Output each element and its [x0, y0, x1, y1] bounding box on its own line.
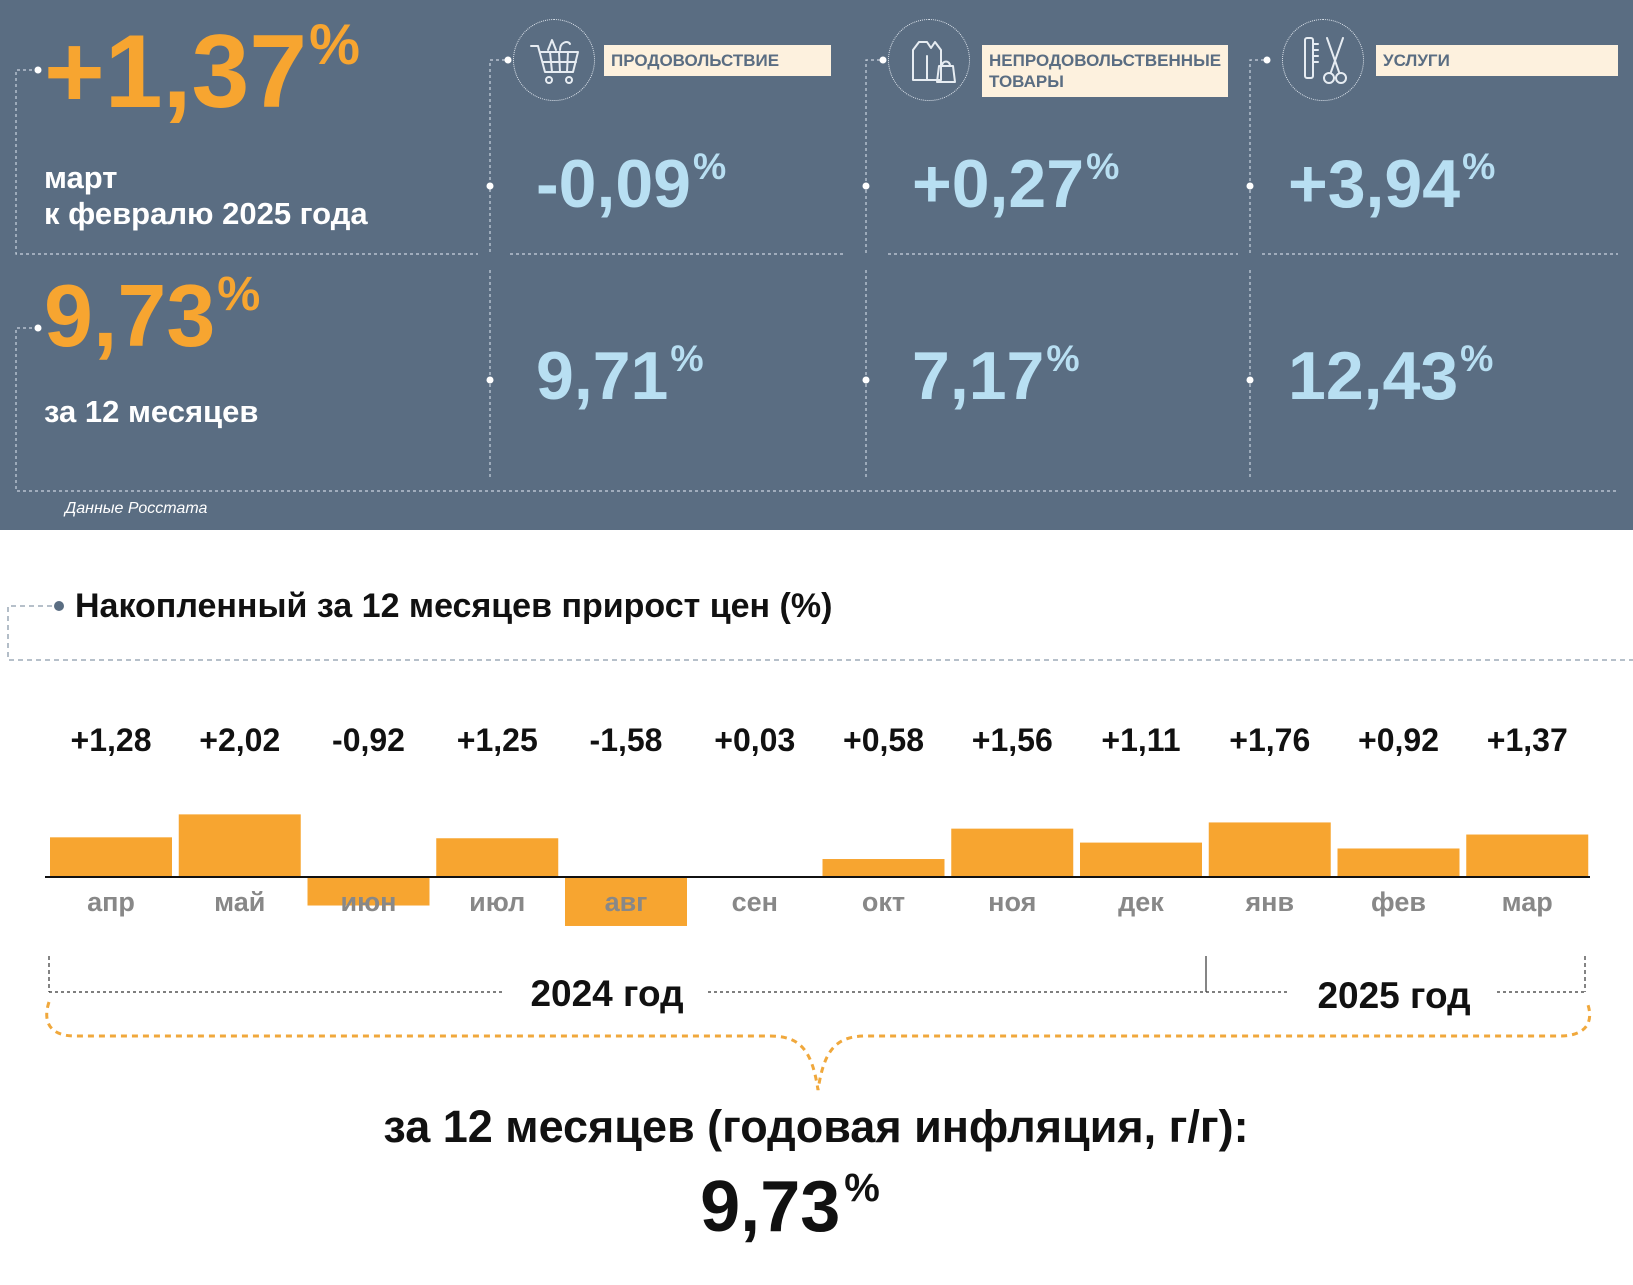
caption-line-2: к февралю 2025 года: [44, 196, 368, 231]
category-label-nonfood-line-1: НЕПРОДОВОЛЬСТВЕННЫЕ: [989, 51, 1222, 70]
bar-фев: [1337, 848, 1460, 877]
summary-value: 9,73%: [700, 1166, 880, 1247]
bar-value-label: +2,02: [199, 722, 280, 758]
bar-value-label: +0,92: [1358, 722, 1439, 758]
category-label-nonfood-line-2: ТОВАРЫ: [989, 72, 1064, 91]
headline-monthly-caption: март к февралю 2025 года: [44, 160, 368, 232]
panel-dotted-lines: [15, 56, 1618, 492]
bar-ноя: [951, 828, 1074, 877]
bar-value-label: +0,58: [843, 722, 924, 758]
year-label-2025: 2025 год: [1317, 975, 1470, 1016]
headline-annual-value: 9,73%: [44, 266, 261, 365]
services-monthly-value: +3,94%: [1288, 145, 1496, 222]
bar-мар: [1466, 834, 1589, 877]
bar-дек: [1080, 842, 1202, 877]
x-tick-label: фев: [1371, 887, 1426, 917]
bar-value-label: +1,11: [1101, 722, 1180, 758]
hoodie-bag-icon: [888, 19, 970, 101]
category-label-food: ПРОДОВОЛЬСТВИЕ: [604, 45, 831, 76]
bar-value-label: +1,28: [71, 722, 152, 758]
headline-annual-caption: за 12 месяцев: [44, 394, 259, 429]
bar-value-label: +1,37: [1487, 722, 1568, 758]
year-brackets: [48, 956, 1586, 993]
category-label-services: УСЛУГИ: [1376, 45, 1618, 76]
bar-апр: [50, 837, 172, 877]
x-tick-label: апр: [87, 887, 135, 917]
summary-caption: за 12 месяцев (годовая инфляция, г/г):: [383, 1101, 1248, 1152]
summary-brace: [45, 1001, 1592, 1091]
title-bullet: [54, 601, 64, 611]
services-annual-value: 12,43%: [1288, 337, 1494, 414]
summary-value-percent: %: [844, 1166, 880, 1210]
bar-value-label: +1,76: [1229, 722, 1310, 758]
nonfood-annual-value: 7,17%: [912, 337, 1080, 414]
x-tick-label: май: [214, 887, 265, 917]
food-monthly-value: -0,09%: [536, 145, 727, 222]
bar-value-label: +1,56: [972, 722, 1053, 758]
nonfood-monthly-value: +0,27%: [912, 145, 1120, 222]
year-label-2024: 2024 год: [530, 973, 683, 1014]
caption-line-1: март: [44, 160, 118, 195]
x-tick-label: ноя: [988, 887, 1036, 917]
category-label-nonfood: НЕПРОДОВОЛЬСТВЕННЫЕ ТОВАРЫ: [982, 45, 1229, 97]
shopping-cart-icon: [513, 19, 595, 101]
bar-янв: [1208, 822, 1331, 877]
x-tick-label: авг: [605, 887, 648, 917]
bar-окт: [822, 859, 945, 877]
headline-monthly-value: +1,37%: [44, 13, 361, 130]
x-tick-label: янв: [1244, 887, 1294, 917]
chart-title: Накопленный за 12 месяцев прирост цен (%…: [75, 587, 832, 625]
bar-май: [178, 814, 301, 877]
bar-value-label: +1,25: [457, 722, 538, 758]
x-tick-label: дек: [1118, 887, 1164, 917]
bar-июн: [307, 877, 430, 906]
bar-июл: [436, 838, 559, 877]
bar-value-label: -0,92: [332, 722, 405, 758]
x-tick-label: сен: [732, 887, 778, 917]
comb-scissors-icon: [1282, 19, 1364, 101]
x-tick-label: мар: [1502, 887, 1553, 917]
title-connector: [7, 605, 1633, 661]
x-tick-label: июл: [469, 887, 525, 917]
food-annual-value: 9,71%: [536, 337, 704, 414]
bar-value-label: -1,58: [590, 722, 663, 758]
bar-value-label: +0,03: [714, 722, 795, 758]
bar-авг: [565, 877, 687, 926]
summary-panel: +1,37% март к февралю 2025 года 9,73% за…: [0, 0, 1633, 530]
source-note: Данные Росстата: [65, 500, 208, 517]
x-tick-label: июн: [341, 887, 397, 917]
x-tick-label: окт: [862, 887, 905, 917]
summary-value-number: 9,73: [700, 1167, 840, 1247]
